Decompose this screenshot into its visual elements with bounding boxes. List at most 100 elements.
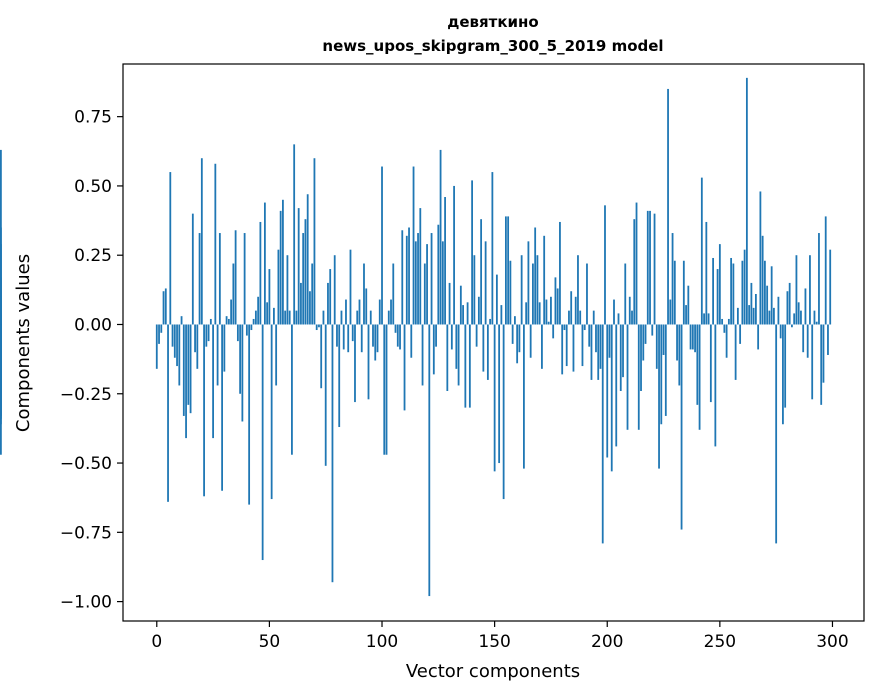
bar	[545, 299, 548, 325]
bar	[268, 269, 271, 325]
bar	[822, 324, 825, 383]
bar	[428, 324, 431, 597]
bar	[327, 282, 329, 325]
bar	[462, 305, 464, 325]
bar	[682, 260, 685, 325]
x-tick-label: 300	[816, 632, 848, 652]
bar	[338, 324, 341, 428]
bar	[784, 324, 787, 408]
bar	[446, 324, 449, 391]
y-axis-label: Components values	[13, 254, 34, 432]
bar	[509, 260, 512, 325]
bar	[473, 255, 476, 325]
bar	[502, 324, 505, 500]
bar	[529, 324, 532, 358]
y-tick-label: −0.75	[60, 523, 112, 543]
bar	[824, 216, 827, 325]
bar	[194, 324, 196, 353]
bar	[527, 241, 530, 325]
bar	[813, 310, 816, 325]
bar	[164, 288, 167, 325]
bar	[306, 194, 309, 325]
bar	[550, 296, 552, 325]
bar	[514, 316, 516, 325]
bar	[426, 244, 428, 325]
bar	[243, 233, 246, 325]
bar	[489, 318, 492, 325]
bar	[236, 324, 239, 342]
bar	[205, 324, 208, 347]
bar	[800, 310, 802, 325]
bar	[651, 324, 654, 336]
bar	[507, 216, 510, 325]
bar	[250, 324, 253, 331]
bar	[437, 224, 440, 325]
bar	[241, 324, 244, 422]
bar	[0, 324, 2, 380]
bar	[741, 260, 744, 325]
bar	[444, 197, 446, 325]
bar	[354, 324, 356, 403]
bar	[617, 313, 620, 325]
bar	[419, 208, 422, 325]
bar	[757, 324, 760, 350]
bar	[561, 324, 564, 375]
x-tick-label: 50	[259, 632, 281, 652]
bar	[739, 324, 742, 344]
bar	[538, 302, 541, 325]
bar	[185, 324, 187, 439]
bar	[471, 180, 473, 325]
bar	[565, 324, 568, 367]
bar	[554, 277, 557, 325]
bar	[318, 324, 320, 328]
bar	[736, 307, 739, 325]
bar	[196, 324, 199, 369]
bar	[214, 163, 217, 325]
bar	[782, 324, 784, 425]
bar	[676, 324, 678, 361]
y-tick-label: 0.50	[74, 177, 112, 197]
bar	[225, 316, 228, 325]
bar	[286, 255, 289, 325]
bar	[277, 249, 280, 325]
bar	[331, 324, 334, 583]
bar	[655, 324, 658, 369]
bar	[209, 318, 212, 325]
bar	[691, 324, 694, 350]
bar	[450, 324, 453, 350]
bar	[579, 310, 582, 325]
bar	[158, 324, 160, 344]
y-tick-label: −0.25	[60, 385, 112, 405]
bar	[239, 324, 242, 394]
bar	[583, 324, 586, 331]
bar	[802, 324, 805, 353]
bar	[653, 213, 656, 325]
bar	[613, 299, 615, 325]
bar	[266, 302, 269, 325]
bar	[664, 324, 667, 416]
bar	[340, 310, 343, 325]
bar	[333, 255, 336, 325]
bar	[207, 324, 210, 342]
bar	[595, 324, 597, 353]
bar	[745, 77, 748, 325]
bar	[732, 263, 735, 325]
bar	[399, 324, 401, 350]
bar	[182, 324, 185, 416]
bar	[376, 324, 379, 353]
bar	[809, 255, 811, 325]
bar	[167, 324, 169, 502]
bar	[752, 307, 755, 325]
bar	[761, 235, 764, 325]
bar	[453, 185, 455, 325]
bar	[669, 299, 672, 325]
bar	[516, 324, 519, 364]
bar	[284, 310, 287, 325]
bar	[356, 310, 359, 325]
bar	[525, 302, 528, 325]
x-tick-label: 0	[151, 632, 162, 652]
chart-title: девяткино	[447, 13, 538, 31]
bar	[791, 324, 793, 328]
bar	[230, 299, 233, 325]
bar	[493, 324, 496, 472]
